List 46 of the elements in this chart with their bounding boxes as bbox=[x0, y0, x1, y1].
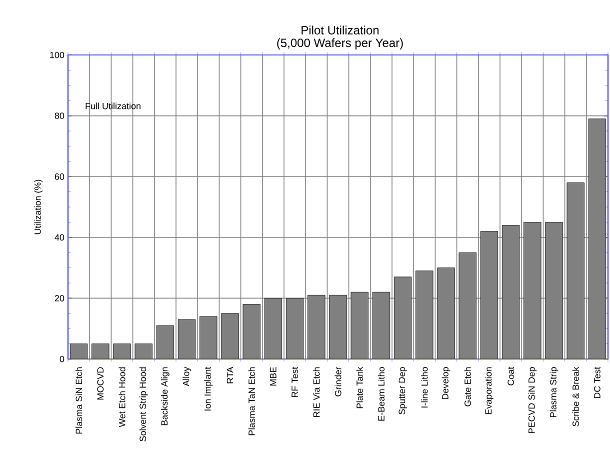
x-tick-label: Plasma SiN Etch bbox=[76, 367, 82, 434]
y-tick-label: 100 bbox=[50, 52, 64, 58]
bar bbox=[70, 344, 88, 359]
x-tick-label: Sputter Dep bbox=[398, 367, 407, 414]
bar bbox=[178, 319, 196, 359]
x-tick-label: RF Test bbox=[292, 366, 298, 398]
x-tick-label: Ion Implant bbox=[204, 366, 213, 410]
x-tick-label: Plasma TaN Etch bbox=[248, 367, 255, 436]
x-tick-label: Plate Tank bbox=[356, 366, 363, 408]
x-tick-label: Wet Etch Hood bbox=[118, 367, 126, 428]
chart-subtitle: (5,000 Wafers per Year) bbox=[277, 38, 403, 50]
x-tick-label: Scribe & Break bbox=[572, 366, 579, 426]
y-tick-label: 40 bbox=[54, 234, 64, 241]
bar bbox=[134, 344, 152, 359]
bar bbox=[200, 316, 218, 359]
bar bbox=[92, 344, 110, 359]
y-tick-label: 80 bbox=[54, 112, 64, 119]
x-tick-label: Evaporation bbox=[485, 367, 494, 414]
x-tick-label: Coat bbox=[508, 366, 514, 386]
x-tick-label: MOCVD bbox=[97, 367, 104, 400]
bar bbox=[156, 326, 174, 359]
bar bbox=[221, 313, 239, 359]
x-tick-label: Develop bbox=[442, 367, 450, 400]
x-tick-label: DC Test bbox=[594, 366, 600, 398]
x-tick-label: Alloy bbox=[182, 366, 192, 386]
x-tick-label: MBE bbox=[270, 367, 276, 386]
bar bbox=[264, 298, 282, 359]
x-tick-label: Gate Etch bbox=[464, 367, 471, 406]
x-tick-label: PECVD SiN Dep bbox=[528, 367, 537, 434]
chart-title: Pilot Utilization bbox=[302, 26, 379, 34]
x-tick-label: RIE Via Etch bbox=[313, 367, 320, 417]
annotation: Full Utilization bbox=[86, 102, 140, 110]
x-tick-label: Plasma Strip bbox=[550, 367, 558, 418]
x-tick-label: I-line Litho bbox=[421, 367, 428, 408]
y-tick-label: 60 bbox=[54, 173, 64, 180]
y-tick-label: 0 bbox=[60, 356, 64, 362]
x-tick-label: E-Beam Litho bbox=[378, 367, 385, 421]
y-tick-label: 20 bbox=[54, 295, 64, 302]
bar bbox=[286, 298, 304, 359]
bar bbox=[242, 304, 260, 359]
x-tick-label: Solvent Strip Hood bbox=[139, 367, 148, 442]
bar bbox=[113, 344, 131, 359]
y-axis-title: Utilization (%) bbox=[34, 180, 43, 234]
x-tick-label: Grinder bbox=[334, 366, 342, 396]
x-tick-label: RTA bbox=[226, 366, 234, 384]
x-tick-label: Backside Align bbox=[161, 367, 170, 426]
